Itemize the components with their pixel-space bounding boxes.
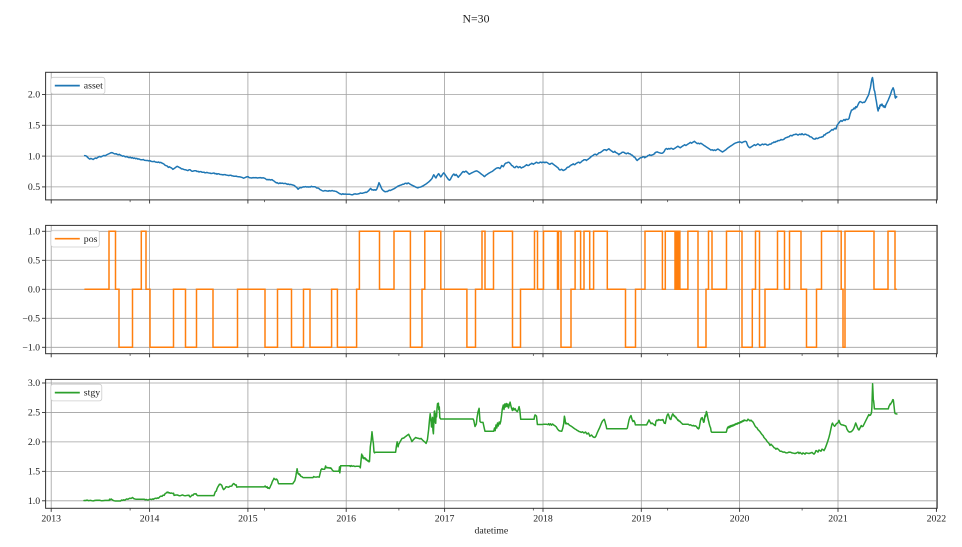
svg-text:−1.0: −1.0 [22, 343, 40, 354]
svg-text:2015: 2015 [238, 514, 258, 525]
svg-text:1.5: 1.5 [28, 467, 40, 478]
svg-text:2016: 2016 [336, 514, 356, 525]
svg-text:1.0: 1.0 [28, 151, 40, 162]
svg-text:2022: 2022 [927, 514, 947, 525]
svg-text:2.0: 2.0 [28, 437, 40, 448]
svg-text:0.0: 0.0 [28, 285, 40, 296]
svg-text:stgy: stgy [84, 388, 100, 399]
svg-text:datetime: datetime [475, 526, 509, 537]
svg-text:N=30: N=30 [463, 12, 490, 26]
svg-text:0.5: 0.5 [28, 256, 40, 267]
svg-text:2014: 2014 [140, 514, 160, 525]
svg-text:3.0: 3.0 [28, 378, 40, 389]
svg-text:1.0: 1.0 [28, 227, 40, 238]
svg-text:1.0: 1.0 [28, 496, 40, 507]
svg-text:2021: 2021 [828, 514, 848, 525]
svg-text:pos: pos [84, 234, 98, 245]
svg-text:2017: 2017 [435, 514, 455, 525]
svg-text:2.5: 2.5 [28, 408, 40, 419]
svg-text:asset: asset [84, 81, 103, 92]
svg-text:2013: 2013 [41, 514, 61, 525]
svg-text:2019: 2019 [632, 514, 652, 525]
svg-text:1.5: 1.5 [28, 121, 40, 132]
svg-text:2018: 2018 [533, 514, 553, 525]
svg-text:2020: 2020 [730, 514, 750, 525]
svg-text:−0.5: −0.5 [22, 314, 40, 325]
svg-text:0.5: 0.5 [28, 182, 40, 193]
svg-text:2.0: 2.0 [28, 90, 40, 101]
